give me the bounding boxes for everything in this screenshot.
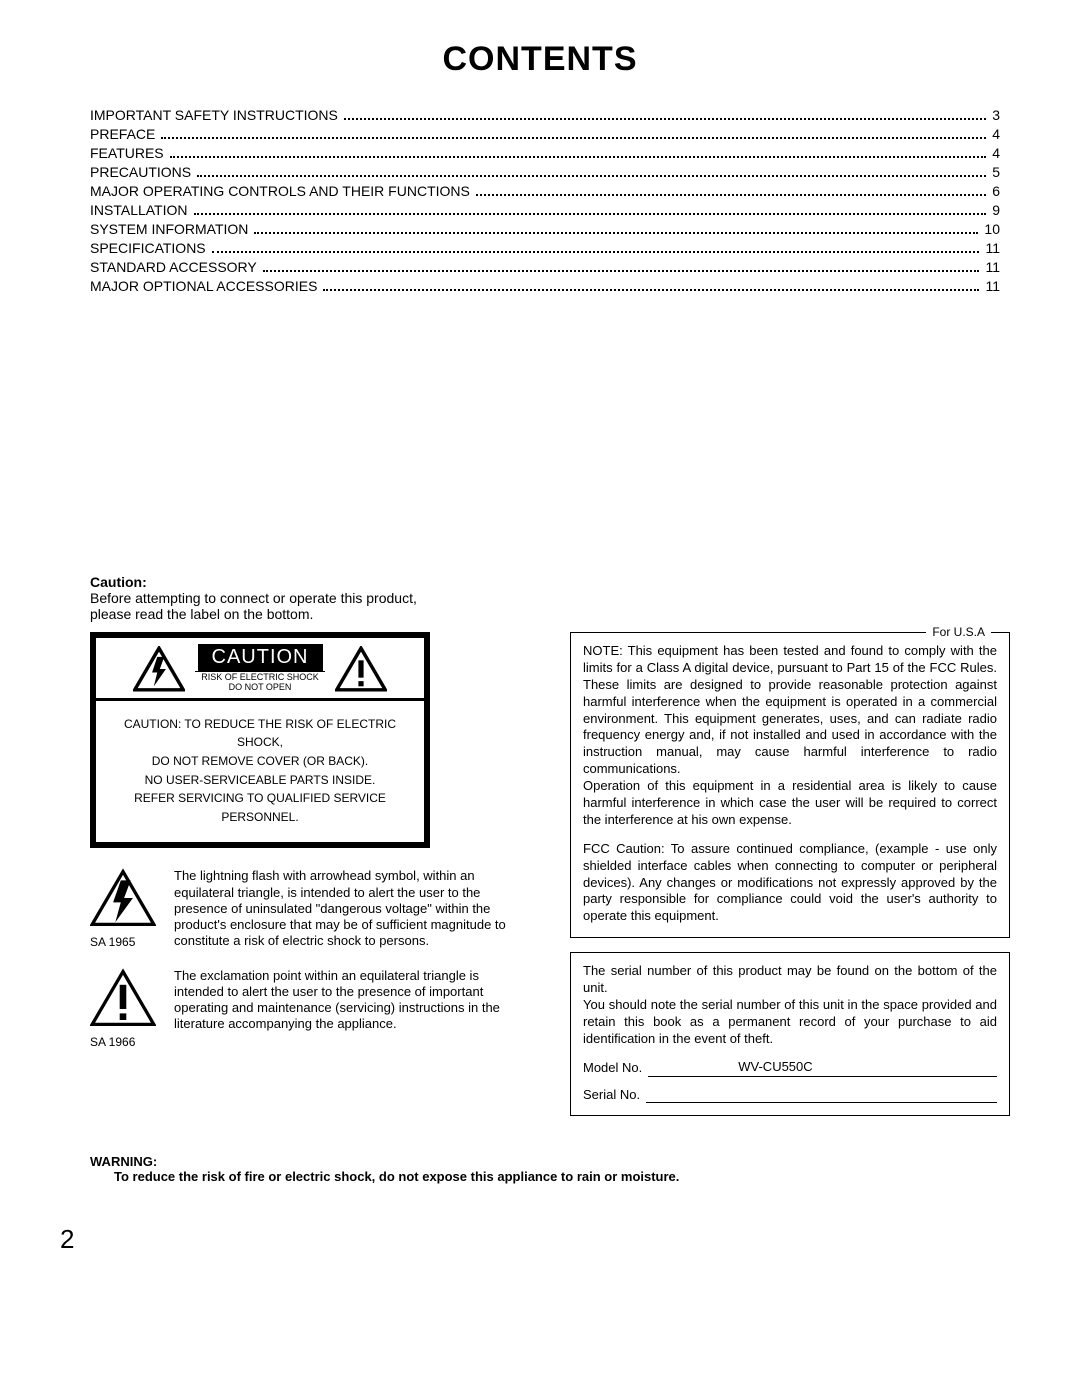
caution-body2: DO NOT REMOVE COVER (OR BACK). — [102, 752, 418, 771]
toc-page: 4 — [992, 145, 1000, 161]
caution-body1: CAUTION: TO REDUCE THE RISK OF ELECTRIC … — [102, 715, 418, 752]
lightning-triangle-icon — [90, 868, 156, 928]
toc-row: SYSTEM INFORMATION 10 — [90, 221, 1000, 237]
toc-row: FEATURES 4 — [90, 145, 1000, 161]
warning-block: WARNING: To reduce the risk of fire or e… — [90, 1154, 1020, 1184]
toc-label: FEATURES — [90, 145, 164, 161]
toc-page: 11 — [985, 240, 1000, 256]
toc-page: 5 — [992, 164, 1000, 180]
model-value: WV-CU550C — [738, 1059, 812, 1076]
toc-page: 11 — [985, 278, 1000, 294]
sa-code: SA 1965 — [90, 935, 160, 949]
toc-label: SPECIFICATIONS — [90, 240, 206, 256]
toc-row: PREFACE 4 — [90, 126, 1000, 142]
toc-dots — [323, 280, 979, 291]
toc-label: INSTALLATION — [90, 202, 188, 218]
caution-box: CAUTION RISK OF ELECTRIC SHOCK DO NOT OP… — [90, 632, 430, 848]
toc-dots — [197, 166, 986, 177]
usa-p1: NOTE: This equipment has been tested and… — [583, 643, 997, 778]
lightning-triangle-icon — [133, 646, 185, 692]
warning-label: WARNING: — [90, 1154, 157, 1169]
toc-label: STANDARD ACCESSORY — [90, 259, 257, 275]
warning-text: To reduce the risk of fire or electric s… — [114, 1169, 679, 1184]
serial-label: Serial No. — [583, 1087, 640, 1104]
toc-dots — [476, 185, 986, 196]
exclamation-triangle-icon — [90, 968, 156, 1028]
toc-page: 6 — [992, 183, 1000, 199]
toc-page: 4 — [992, 126, 1000, 142]
table-of-contents: IMPORTANT SAFETY INSTRUCTIONS3 PREFACE4 … — [90, 107, 1000, 294]
symbol-excl-row: SA 1966 The exclamation point within an … — [90, 968, 530, 1049]
model-label: Model No. — [583, 1060, 642, 1077]
caution-sub2: DO NOT OPEN — [195, 683, 325, 693]
caution-intro: Caution: Before attempting to connect or… — [90, 574, 1020, 622]
toc-label: MAJOR OPTIONAL ACCESSORIES — [90, 278, 317, 294]
toc-label: MAJOR OPERATING CONTROLS AND THEIR FUNCT… — [90, 183, 470, 199]
toc-label: PRECAUTIONS — [90, 164, 191, 180]
toc-label: IMPORTANT SAFETY INSTRUCTIONS — [90, 107, 338, 123]
caution-word: CAUTION — [198, 644, 323, 671]
toc-dots — [263, 261, 980, 272]
toc-dots — [170, 147, 987, 158]
toc-row: MAJOR OPERATING CONTROLS AND THEIR FUNCT… — [90, 183, 1000, 199]
caution-intro-text: Before attempting to connect or operate … — [90, 590, 450, 622]
usa-box: For U.S.A NOTE: This equipment has been … — [570, 632, 1010, 938]
toc-row: PRECAUTIONS 5 — [90, 164, 1000, 180]
page-title: CONTENTS — [60, 40, 1020, 79]
usa-p3: FCC Caution: To assure continued complia… — [583, 841, 997, 925]
toc-dots — [344, 109, 986, 120]
serial-box: The serial number of this product may be… — [570, 952, 1010, 1116]
caution-intro-label: Caution: — [90, 574, 1020, 590]
symbol-bolt-row: SA 1965 The lightning flash with arrowhe… — [90, 868, 530, 949]
toc-label: SYSTEM INFORMATION — [90, 221, 248, 237]
toc-dots — [212, 242, 980, 253]
symbol-excl-desc: The exclamation point within an equilate… — [174, 968, 530, 1033]
toc-page: 10 — [984, 221, 1000, 237]
toc-row: STANDARD ACCESSORY 11 — [90, 259, 1000, 275]
caution-body4: REFER SERVICING TO QUALIFIED SERVICE PER… — [102, 789, 418, 826]
toc-dots — [161, 128, 986, 139]
toc-row: INSTALLATION 9 — [90, 202, 1000, 218]
toc-row: IMPORTANT SAFETY INSTRUCTIONS 3 — [90, 107, 1000, 123]
toc-row: SPECIFICATIONS 11 — [90, 240, 1000, 256]
usa-p2: Operation of this equipment in a residen… — [583, 778, 997, 829]
toc-row: MAJOR OPTIONAL ACCESSORIES 11 — [90, 278, 1000, 294]
caution-body3: NO USER-SERVICEABLE PARTS INSIDE. — [102, 771, 418, 790]
serial-p1: The serial number of this product may be… — [583, 963, 997, 997]
page-number: 2 — [60, 1224, 1020, 1255]
toc-label: PREFACE — [90, 126, 155, 142]
exclamation-triangle-icon — [335, 646, 387, 692]
toc-dots — [194, 204, 987, 215]
usa-legend: For U.S.A — [926, 625, 991, 641]
sa-code: SA 1966 — [90, 1035, 160, 1049]
toc-page: 3 — [992, 107, 1000, 123]
toc-page: 11 — [985, 259, 1000, 275]
toc-dots — [254, 223, 978, 234]
serial-p2: You should note the serial number of thi… — [583, 997, 997, 1048]
symbol-bolt-desc: The lightning flash with arrowhead symbo… — [174, 868, 530, 949]
toc-page: 9 — [992, 202, 1000, 218]
